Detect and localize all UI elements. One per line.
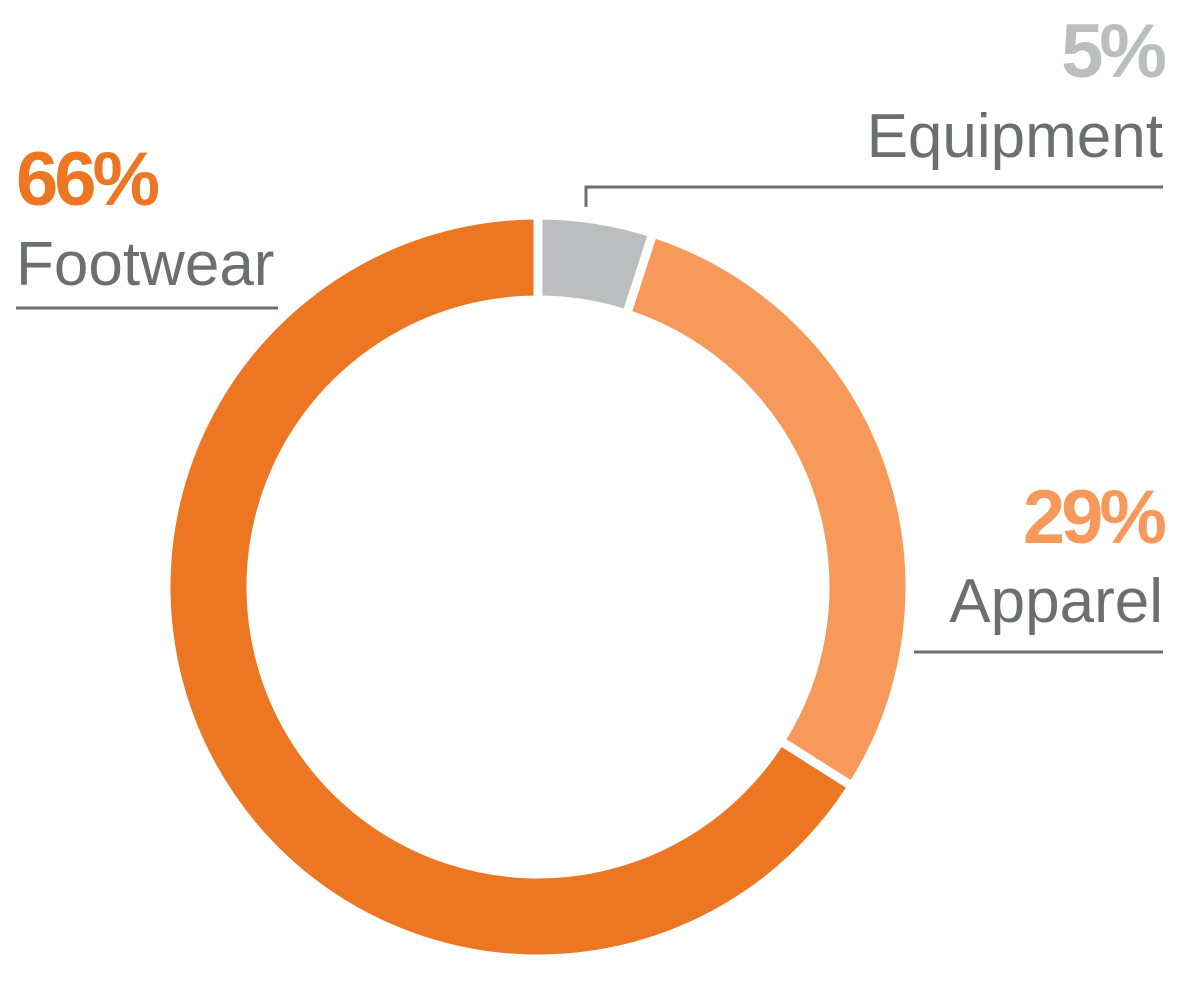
equipment-leader xyxy=(584,185,1163,207)
donut-slice xyxy=(621,227,915,793)
value-label: 5% xyxy=(1061,9,1165,94)
value-label: 29% xyxy=(1023,475,1166,560)
category-label: Apparel xyxy=(949,567,1163,636)
labels: 5% Equipment 29% Apparel 66% Footwear xyxy=(16,9,1169,636)
value-label: 66% xyxy=(16,137,159,222)
donut xyxy=(161,210,915,964)
category-label: Equipment xyxy=(867,102,1163,171)
category-label: Footwear xyxy=(16,230,274,299)
donut-slice xyxy=(161,210,859,964)
